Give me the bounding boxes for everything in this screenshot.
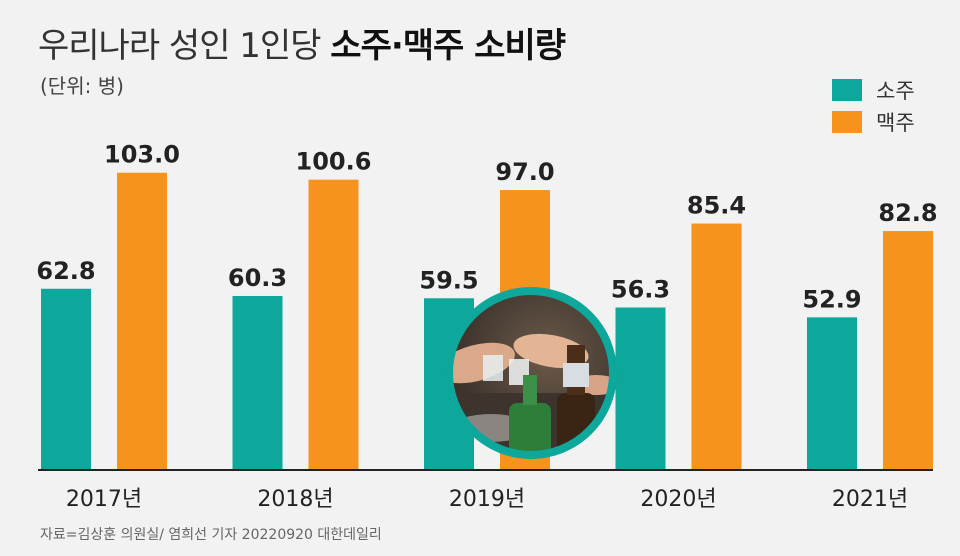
bar-beer-1 <box>308 179 359 470</box>
category-label-4: 2021년 <box>832 487 908 512</box>
data-label-soju-2: 59.5 <box>419 266 478 294</box>
source-credit: 자료=김상훈 의원실/ 염희선 기자 20220920 대한데일리 <box>40 527 382 543</box>
labels-group: 62.8 103.0 2017년 60.3 100.6 2018년 59.5 97.0 2019… <box>36 141 937 512</box>
data-label-soju-3: 56.3 <box>611 276 670 304</box>
data-label-beer-0: 103.0 <box>104 141 180 169</box>
category-label-2: 2019년 <box>449 487 525 512</box>
bar-beer-3 <box>691 223 742 470</box>
bar-soju-3 <box>615 307 666 470</box>
legend-item-soju: 소주 <box>832 74 915 106</box>
legend-swatch-soju <box>832 79 862 101</box>
legend-swatch-beer <box>832 111 862 133</box>
category-label-0: 2017년 <box>66 487 142 512</box>
bar-soju-1 <box>232 295 283 470</box>
legend-label-soju: 소주 <box>876 79 915 103</box>
category-label-1: 2018년 <box>257 487 333 512</box>
chart-title-bold: 소주·맥주 소비량 <box>330 26 566 66</box>
chart-title: 우리나라 성인 1인당 소주·맥주 소비량 <box>38 18 566 67</box>
bar-soju-4 <box>807 317 857 470</box>
data-label-soju-4: 52.9 <box>802 285 861 313</box>
data-label-beer-4: 82.8 <box>878 199 937 227</box>
data-label-beer-2: 97.0 <box>495 158 554 186</box>
data-label-beer-3: 85.4 <box>687 192 746 220</box>
soju-toast-photo <box>445 287 617 459</box>
legend-item-beer: 맥주 <box>832 106 915 138</box>
legend: 소주 맥주 <box>832 74 915 138</box>
unit-label: (단위: 병) <box>40 74 124 98</box>
data-label-beer-1: 100.6 <box>296 148 372 176</box>
bars-group <box>38 172 933 471</box>
category-label-3: 2020년 <box>640 487 716 512</box>
bar-beer-0 <box>117 172 167 470</box>
bar-soju-0 <box>41 288 91 470</box>
bar-beer-4 <box>883 231 933 470</box>
data-label-soju-0: 62.8 <box>36 257 95 285</box>
chart-title-prefix: 우리나라 성인 1인당 <box>38 26 331 66</box>
data-label-soju-1: 60.3 <box>228 264 287 292</box>
legend-label-beer: 맥주 <box>876 111 915 135</box>
